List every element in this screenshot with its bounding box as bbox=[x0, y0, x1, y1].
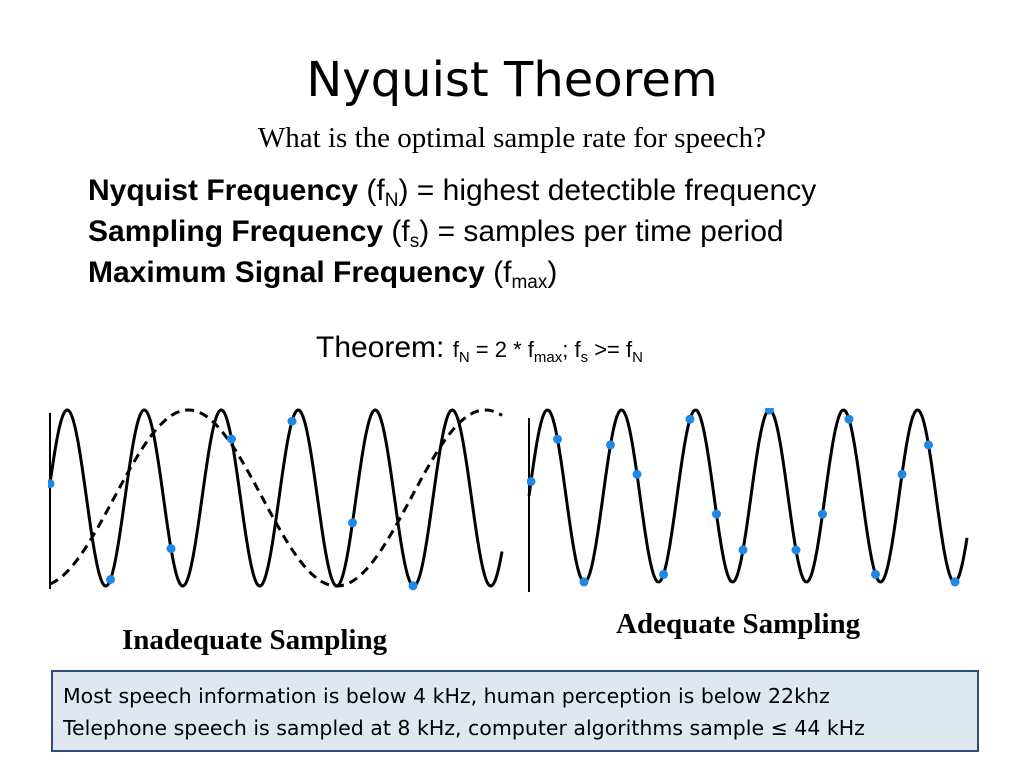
eq-sub: max bbox=[533, 349, 563, 366]
theorem-statement: Theorem: fN = 2 * fmax; fs >= fN bbox=[316, 328, 643, 370]
signal-wave bbox=[527, 408, 969, 584]
definition-maximum-signal-frequency: Maximum Signal Frequency (fmax) bbox=[88, 252, 816, 293]
definition-term: Sampling Frequency bbox=[88, 215, 384, 248]
eq-part: = 2 * f bbox=[469, 337, 534, 362]
definition-text: ) = highest detectible frequency bbox=[398, 174, 817, 207]
sample-point bbox=[659, 569, 668, 579]
sample-point bbox=[844, 414, 854, 424]
eq-sub: N bbox=[458, 349, 470, 366]
adequate-sampling-plot bbox=[527, 408, 969, 592]
eq-part: f bbox=[452, 337, 459, 362]
sample-point bbox=[712, 509, 721, 519]
theorem-label: Theorem: bbox=[316, 331, 453, 364]
definition-symbol-open: (f bbox=[484, 256, 512, 289]
fast-signal-wave bbox=[48, 408, 504, 588]
definition-symbol-open: (f bbox=[358, 174, 385, 207]
sample-point bbox=[738, 545, 748, 555]
sample-point bbox=[553, 434, 562, 444]
sample-point bbox=[579, 577, 589, 587]
eq-part: ; f bbox=[562, 337, 581, 362]
sample-point bbox=[871, 569, 880, 579]
speech-sampling-note: Most speech information is below 4 kHz, … bbox=[51, 670, 979, 752]
sample-point bbox=[227, 434, 236, 444]
slide-title: Nyquist Theorem bbox=[306, 52, 718, 108]
definition-symbol-sub: max bbox=[511, 272, 548, 293]
sample-point bbox=[408, 581, 418, 591]
note-line-1: Most speech information is below 4 kHz, … bbox=[63, 684, 830, 708]
sample-point bbox=[897, 469, 907, 479]
eq-sub: N bbox=[632, 349, 643, 366]
theorem-equation: fN = 2 * fmax; fs >= fN bbox=[452, 337, 643, 365]
definition-text: ) bbox=[547, 256, 558, 289]
caption-inadequate-sampling: Inadequate Sampling bbox=[122, 624, 388, 656]
inadequate-sampling-plot bbox=[48, 408, 504, 591]
definition-term: Maximum Signal Frequency bbox=[88, 256, 485, 289]
sample-point bbox=[818, 509, 827, 519]
sample-point bbox=[606, 440, 615, 450]
sample-point bbox=[348, 518, 357, 528]
definitions-list: Nyquist Frequency (fN) = highest detecti… bbox=[88, 170, 816, 293]
sample-point bbox=[950, 577, 960, 587]
note-line-2: Telephone speech is sampled at 8 kHz, co… bbox=[63, 716, 865, 740]
definition-term: Nyquist Frequency bbox=[88, 174, 359, 207]
caption-adequate-sampling: Adequate Sampling bbox=[616, 608, 861, 640]
definition-sampling-frequency: Sampling Frequency (fs) = samples per ti… bbox=[88, 211, 816, 252]
sample-point bbox=[287, 416, 297, 426]
sample-point bbox=[685, 414, 695, 424]
sample-point bbox=[791, 545, 801, 555]
sample-point bbox=[924, 440, 933, 450]
sample-point bbox=[166, 544, 176, 554]
slide-subtitle: What is the optimal sample rate for spee… bbox=[257, 122, 767, 154]
eq-sub: s bbox=[580, 349, 589, 366]
sample-point bbox=[765, 408, 774, 415]
aliased-signal-wave bbox=[49, 408, 503, 588]
sample-point bbox=[632, 469, 642, 479]
definition-text: ) = samples per time period bbox=[419, 215, 784, 248]
sample-point bbox=[106, 575, 115, 584]
definition-symbol-open: (f bbox=[383, 215, 410, 248]
sample-point bbox=[527, 477, 536, 486]
sample-point bbox=[48, 479, 55, 489]
definition-symbol-sub: s bbox=[409, 231, 420, 252]
definition-nyquist-frequency: Nyquist Frequency (fN) = highest detecti… bbox=[88, 170, 816, 211]
definition-symbol-sub: N bbox=[384, 190, 399, 211]
eq-part: >= f bbox=[588, 337, 633, 362]
